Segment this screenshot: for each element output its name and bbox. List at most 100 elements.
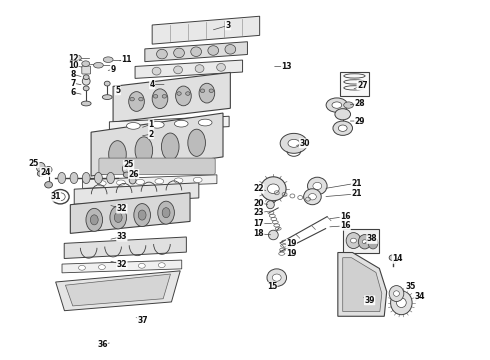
Ellipse shape	[175, 86, 191, 106]
Ellipse shape	[155, 179, 164, 184]
Polygon shape	[82, 175, 217, 188]
Ellipse shape	[158, 201, 174, 224]
Polygon shape	[66, 274, 171, 306]
Ellipse shape	[90, 215, 98, 225]
Text: 35: 35	[406, 282, 416, 291]
Text: 12: 12	[68, 54, 78, 63]
Text: 38: 38	[367, 234, 377, 243]
Ellipse shape	[269, 230, 278, 240]
Text: 15: 15	[267, 282, 277, 291]
Ellipse shape	[129, 92, 145, 111]
Ellipse shape	[126, 122, 140, 129]
Text: 14: 14	[392, 255, 403, 264]
Text: 37: 37	[137, 316, 147, 325]
Text: 36: 36	[97, 340, 108, 349]
Ellipse shape	[350, 238, 356, 243]
Ellipse shape	[45, 166, 52, 173]
Ellipse shape	[268, 184, 279, 194]
Ellipse shape	[123, 172, 130, 177]
Ellipse shape	[343, 102, 353, 108]
Polygon shape	[56, 271, 180, 311]
Ellipse shape	[98, 265, 105, 270]
FancyBboxPatch shape	[340, 72, 368, 95]
Ellipse shape	[162, 208, 170, 218]
Ellipse shape	[138, 264, 145, 268]
Ellipse shape	[200, 89, 205, 93]
Ellipse shape	[333, 121, 352, 135]
Ellipse shape	[194, 177, 202, 183]
Ellipse shape	[217, 63, 225, 71]
Ellipse shape	[150, 121, 164, 128]
Ellipse shape	[346, 233, 361, 248]
Text: 29: 29	[355, 117, 365, 126]
Text: 16: 16	[340, 221, 350, 230]
Text: 22: 22	[253, 184, 264, 193]
Ellipse shape	[139, 97, 143, 101]
Polygon shape	[343, 258, 382, 311]
Ellipse shape	[36, 162, 45, 172]
Text: 20: 20	[253, 199, 264, 208]
Ellipse shape	[174, 120, 188, 127]
Ellipse shape	[78, 265, 85, 270]
Polygon shape	[64, 237, 186, 258]
Text: 1: 1	[148, 120, 154, 129]
Ellipse shape	[288, 139, 300, 147]
Ellipse shape	[153, 95, 158, 98]
Ellipse shape	[104, 81, 110, 86]
Ellipse shape	[173, 66, 182, 74]
Ellipse shape	[358, 235, 371, 249]
Ellipse shape	[94, 62, 103, 68]
Ellipse shape	[37, 171, 44, 176]
Text: 3: 3	[225, 21, 230, 30]
Ellipse shape	[261, 177, 286, 201]
Ellipse shape	[396, 298, 406, 307]
Text: 21: 21	[351, 189, 362, 198]
Ellipse shape	[152, 89, 168, 109]
Ellipse shape	[107, 172, 115, 184]
Text: 39: 39	[365, 296, 375, 305]
FancyBboxPatch shape	[82, 66, 91, 74]
Ellipse shape	[338, 125, 347, 131]
Ellipse shape	[114, 212, 122, 222]
Ellipse shape	[122, 164, 131, 174]
Ellipse shape	[135, 137, 153, 164]
Text: 32: 32	[117, 204, 127, 213]
Ellipse shape	[161, 133, 179, 160]
Text: 7: 7	[71, 79, 75, 88]
Ellipse shape	[199, 83, 215, 103]
Ellipse shape	[186, 92, 190, 95]
Ellipse shape	[389, 255, 396, 261]
Text: 23: 23	[253, 208, 264, 217]
Text: 4: 4	[149, 80, 155, 89]
Ellipse shape	[362, 240, 367, 244]
Ellipse shape	[174, 178, 183, 183]
Text: 34: 34	[415, 292, 425, 301]
Ellipse shape	[152, 67, 161, 75]
Polygon shape	[145, 42, 247, 62]
Ellipse shape	[45, 181, 52, 188]
Text: 18: 18	[253, 229, 264, 238]
Ellipse shape	[209, 89, 214, 93]
Polygon shape	[113, 72, 230, 122]
Ellipse shape	[83, 75, 89, 80]
Ellipse shape	[267, 201, 274, 209]
Polygon shape	[152, 16, 260, 44]
Ellipse shape	[109, 141, 126, 168]
Ellipse shape	[391, 291, 412, 315]
Ellipse shape	[134, 204, 150, 226]
Ellipse shape	[102, 95, 112, 99]
Ellipse shape	[162, 95, 167, 98]
Ellipse shape	[74, 55, 81, 61]
Text: 27: 27	[357, 81, 368, 90]
Text: 25: 25	[123, 160, 134, 169]
Ellipse shape	[195, 65, 204, 72]
Ellipse shape	[198, 119, 212, 126]
Ellipse shape	[272, 274, 281, 281]
Text: 25: 25	[29, 159, 39, 168]
Ellipse shape	[332, 102, 342, 108]
Ellipse shape	[103, 57, 113, 62]
Text: 16: 16	[340, 212, 350, 221]
Polygon shape	[135, 60, 243, 78]
Ellipse shape	[368, 237, 378, 249]
Ellipse shape	[335, 109, 350, 120]
